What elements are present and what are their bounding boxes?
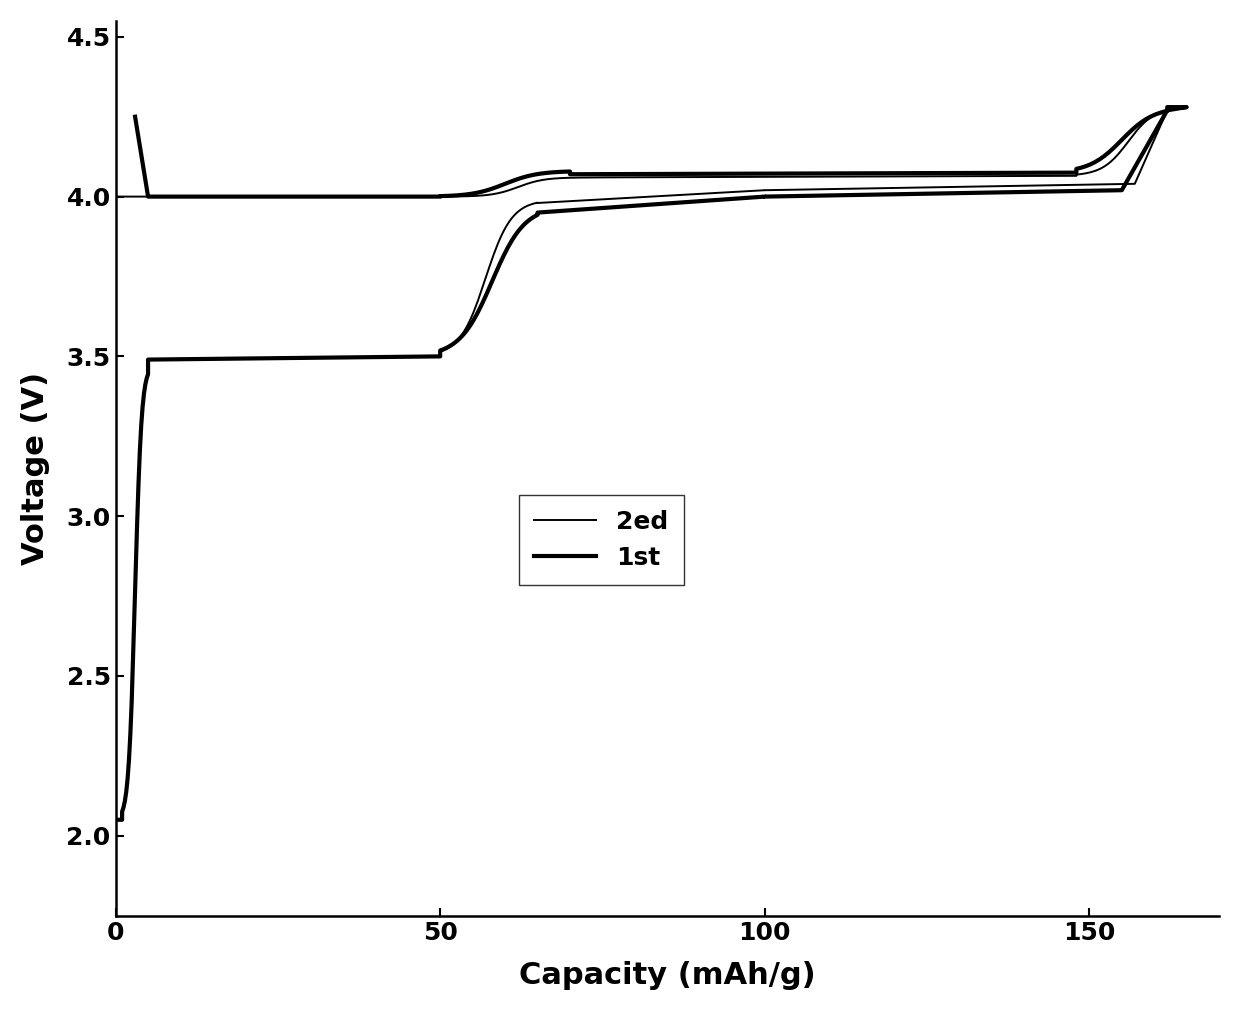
2ed	[579, 172, 594, 184]
Line: 1st: 1st	[115, 107, 1187, 820]
Line: 2ed: 2ed	[115, 107, 1187, 820]
1st	[108, 814, 123, 826]
Legend: 2ed, 1st: 2ed, 1st	[518, 494, 683, 585]
2ed	[1159, 101, 1174, 113]
1st	[433, 351, 448, 363]
2ed	[114, 814, 129, 826]
1st	[363, 351, 378, 363]
1st	[128, 110, 143, 122]
1st	[1159, 101, 1174, 113]
2ed	[542, 173, 557, 185]
Y-axis label: Voltage (V): Voltage (V)	[21, 372, 50, 565]
1st	[114, 814, 129, 826]
2ed	[108, 190, 123, 202]
2ed	[108, 814, 123, 826]
1st	[219, 190, 234, 202]
X-axis label: Capacity (mAh/g): Capacity (mAh/g)	[520, 961, 816, 990]
1st	[884, 188, 899, 200]
2ed	[575, 172, 590, 184]
1st	[704, 194, 719, 206]
1st	[129, 121, 144, 133]
2ed	[498, 221, 513, 234]
2ed	[470, 294, 485, 306]
2ed	[526, 197, 541, 209]
